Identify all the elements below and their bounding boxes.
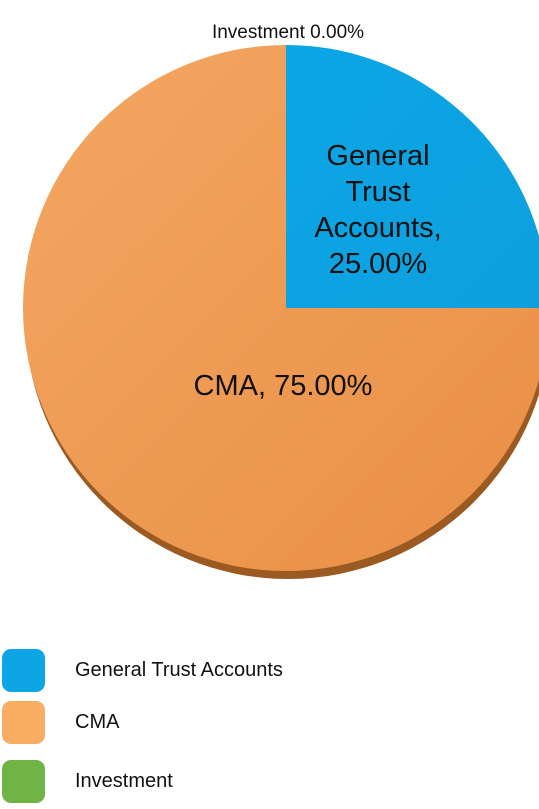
data-label-line: Investment 0.00% (212, 22, 364, 43)
data-label-cma: CMA, 75.00% (194, 370, 373, 402)
data-label-line: General (326, 140, 429, 172)
legend-swatch-cma (2, 700, 45, 744)
legend-label-general-trust-accounts: General Trust Accounts (75, 659, 283, 681)
pie-slices (23, 45, 539, 571)
data-label-line: CMA, 75.00% (194, 370, 373, 402)
pie-data-labels: General Trust Accounts, 25.00% CMA, 75.00% In… (194, 22, 442, 402)
legend-label-cma: CMA (75, 711, 120, 733)
data-label-line: Accounts, (314, 212, 441, 244)
data-label-line: 25.00% (329, 248, 427, 280)
data-label-investment: Investment 0.00% (212, 22, 364, 43)
pie-chart: General Trust Accounts, 25.00% CMA, 75.00% In… (23, 22, 539, 579)
pie-slice-cma (23, 45, 539, 571)
pie-slice-general-trust-accounts (286, 45, 539, 308)
legend-label-investment: Investment (75, 770, 173, 792)
legend-swatch-investment (2, 759, 45, 803)
legend-swatch-general-trust-accounts (2, 648, 45, 692)
data-label-general-trust-accounts: General Trust Accounts, 25.00% (314, 140, 441, 280)
data-label-line: Trust (346, 176, 411, 208)
